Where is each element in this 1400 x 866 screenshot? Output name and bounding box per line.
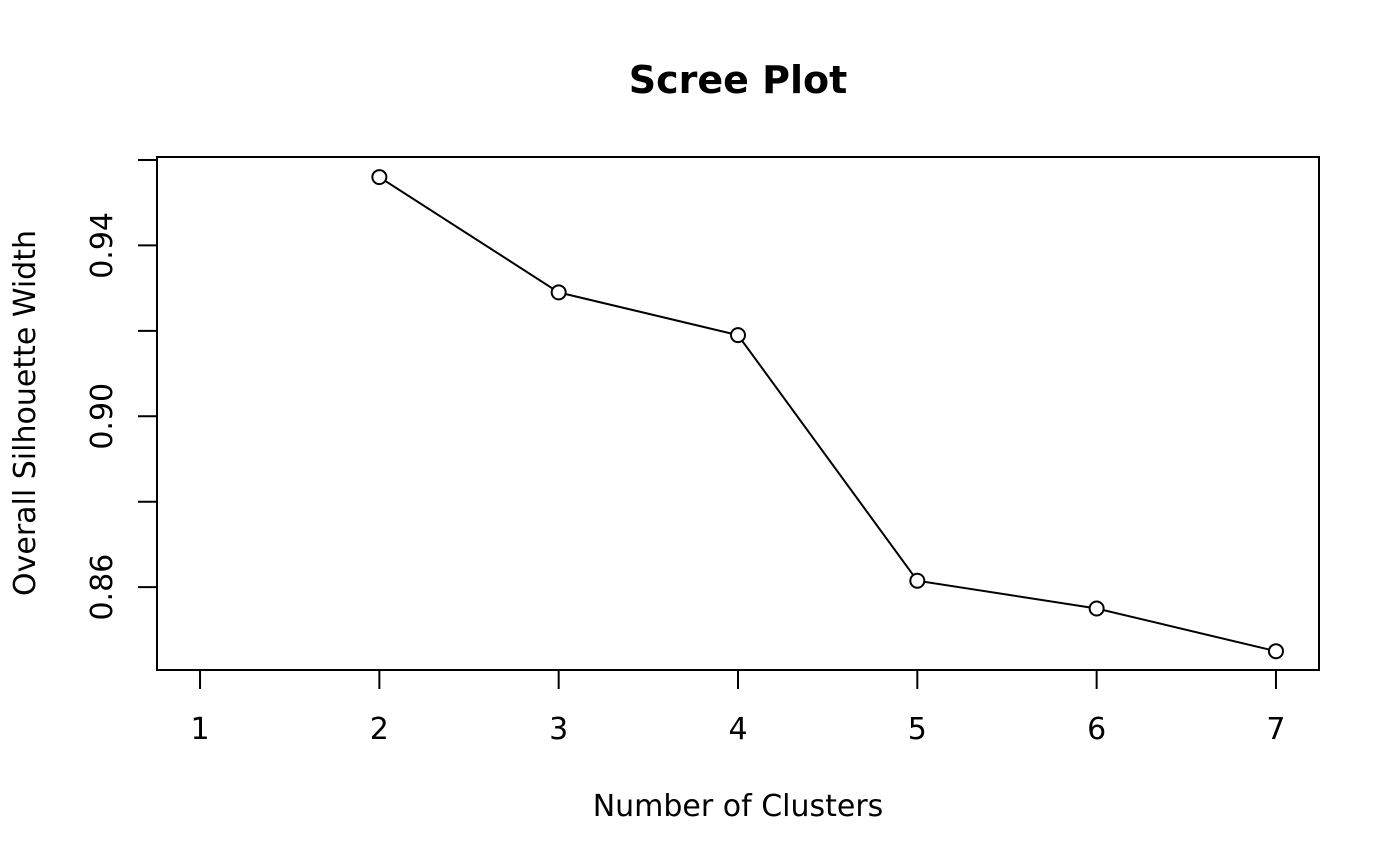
x-tick-label: 6 bbox=[1087, 712, 1106, 747]
x-axis-label: Number of Clusters bbox=[593, 789, 884, 824]
series-line bbox=[378, 176, 1277, 653]
data-point bbox=[730, 327, 746, 344]
y-tick-label: 0.86 bbox=[85, 554, 120, 621]
chart-title: Scree Plot bbox=[629, 58, 848, 102]
data-point bbox=[550, 284, 567, 301]
plot-frame bbox=[156, 156, 1320, 671]
x-tick-label: 5 bbox=[908, 712, 927, 747]
series-layer bbox=[371, 169, 1284, 660]
y-tick-label: 0.90 bbox=[85, 383, 120, 450]
x-tick-label: 1 bbox=[190, 712, 209, 747]
y-tick-label: 0.94 bbox=[85, 212, 120, 279]
x-tick-label: 3 bbox=[549, 712, 568, 747]
data-point bbox=[1088, 600, 1105, 617]
data-point bbox=[371, 169, 388, 186]
x-tick-label: 4 bbox=[728, 712, 747, 747]
x-tick-label: 7 bbox=[1266, 712, 1285, 747]
x-tick-label: 2 bbox=[370, 712, 389, 747]
y-axis-label: Overall Silhouette Width bbox=[8, 230, 43, 596]
x-axis: 1 2 3 4 5 6 7 bbox=[190, 669, 1286, 747]
data-point bbox=[909, 572, 926, 589]
data-point bbox=[1267, 643, 1284, 660]
y-axis: 0.86 0.90 0.94 bbox=[85, 158, 158, 621]
